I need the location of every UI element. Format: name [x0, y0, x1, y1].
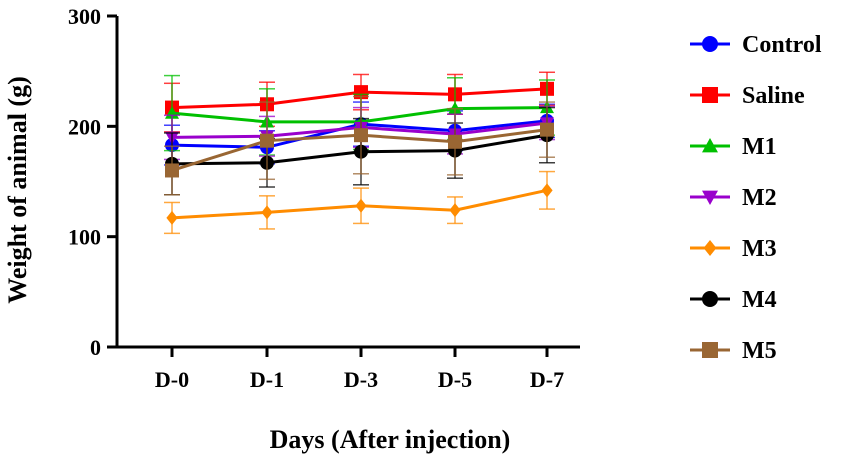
legend-marker: [702, 291, 718, 307]
data-point: [448, 134, 462, 149]
x-tick-label: D-1: [250, 367, 284, 392]
series-m5: [164, 95, 555, 196]
legend-item-m1: M1: [690, 134, 777, 160]
y-axis-title: Weight of animal (g): [3, 76, 32, 304]
data-point: [166, 210, 178, 225]
data-point: [261, 205, 273, 220]
legend: Control Saline M1 M2 M3 M4 M5: [690, 32, 822, 364]
y-tick-label: 300: [68, 4, 101, 29]
x-tick-label: D-5: [438, 367, 472, 392]
legend-label: M3: [742, 236, 777, 262]
data-point: [165, 163, 179, 178]
legend-item-m3: M3: [690, 236, 777, 262]
legend-item-m5: M5: [690, 338, 777, 364]
y-tick-label: 200: [68, 114, 101, 139]
legend-label: M5: [742, 338, 777, 364]
y-tick-label: 0: [90, 335, 101, 360]
legend-item-m4: M4: [690, 287, 777, 313]
data-point: [354, 128, 368, 143]
legend-item-saline: Saline: [690, 83, 805, 109]
legend-label: Saline: [742, 83, 805, 109]
legend-label: M4: [742, 287, 777, 313]
legend-label: M1: [742, 134, 777, 160]
legend-marker: [703, 240, 717, 256]
legend-marker: [702, 138, 718, 153]
series-m3: [164, 170, 555, 235]
x-tick-label: D-7: [530, 367, 564, 392]
data-point: [540, 122, 554, 137]
legend-marker: [702, 190, 718, 205]
data-point: [449, 203, 461, 218]
data-point: [260, 133, 274, 148]
legend-label: M2: [742, 185, 777, 211]
axes: 0 100 200 300 D-0 D-1 D-3 D-5 D-7: [68, 4, 580, 392]
legend-item-m2: M2: [690, 185, 777, 211]
x-tick-label: D-0: [155, 367, 189, 392]
data-point: [541, 183, 553, 198]
y-tick-label: 100: [68, 225, 101, 250]
legend-marker: [702, 342, 718, 358]
legend-marker: [702, 36, 718, 52]
x-tick-label: D-3: [344, 367, 378, 392]
legend-marker: [702, 87, 718, 103]
series-layer: [164, 71, 555, 235]
legend-label: Control: [742, 32, 822, 58]
data-point: [355, 198, 367, 213]
x-axis-title: Days (After injection): [270, 425, 511, 454]
legend-item-control: Control: [690, 32, 822, 58]
data-point: [354, 85, 368, 100]
